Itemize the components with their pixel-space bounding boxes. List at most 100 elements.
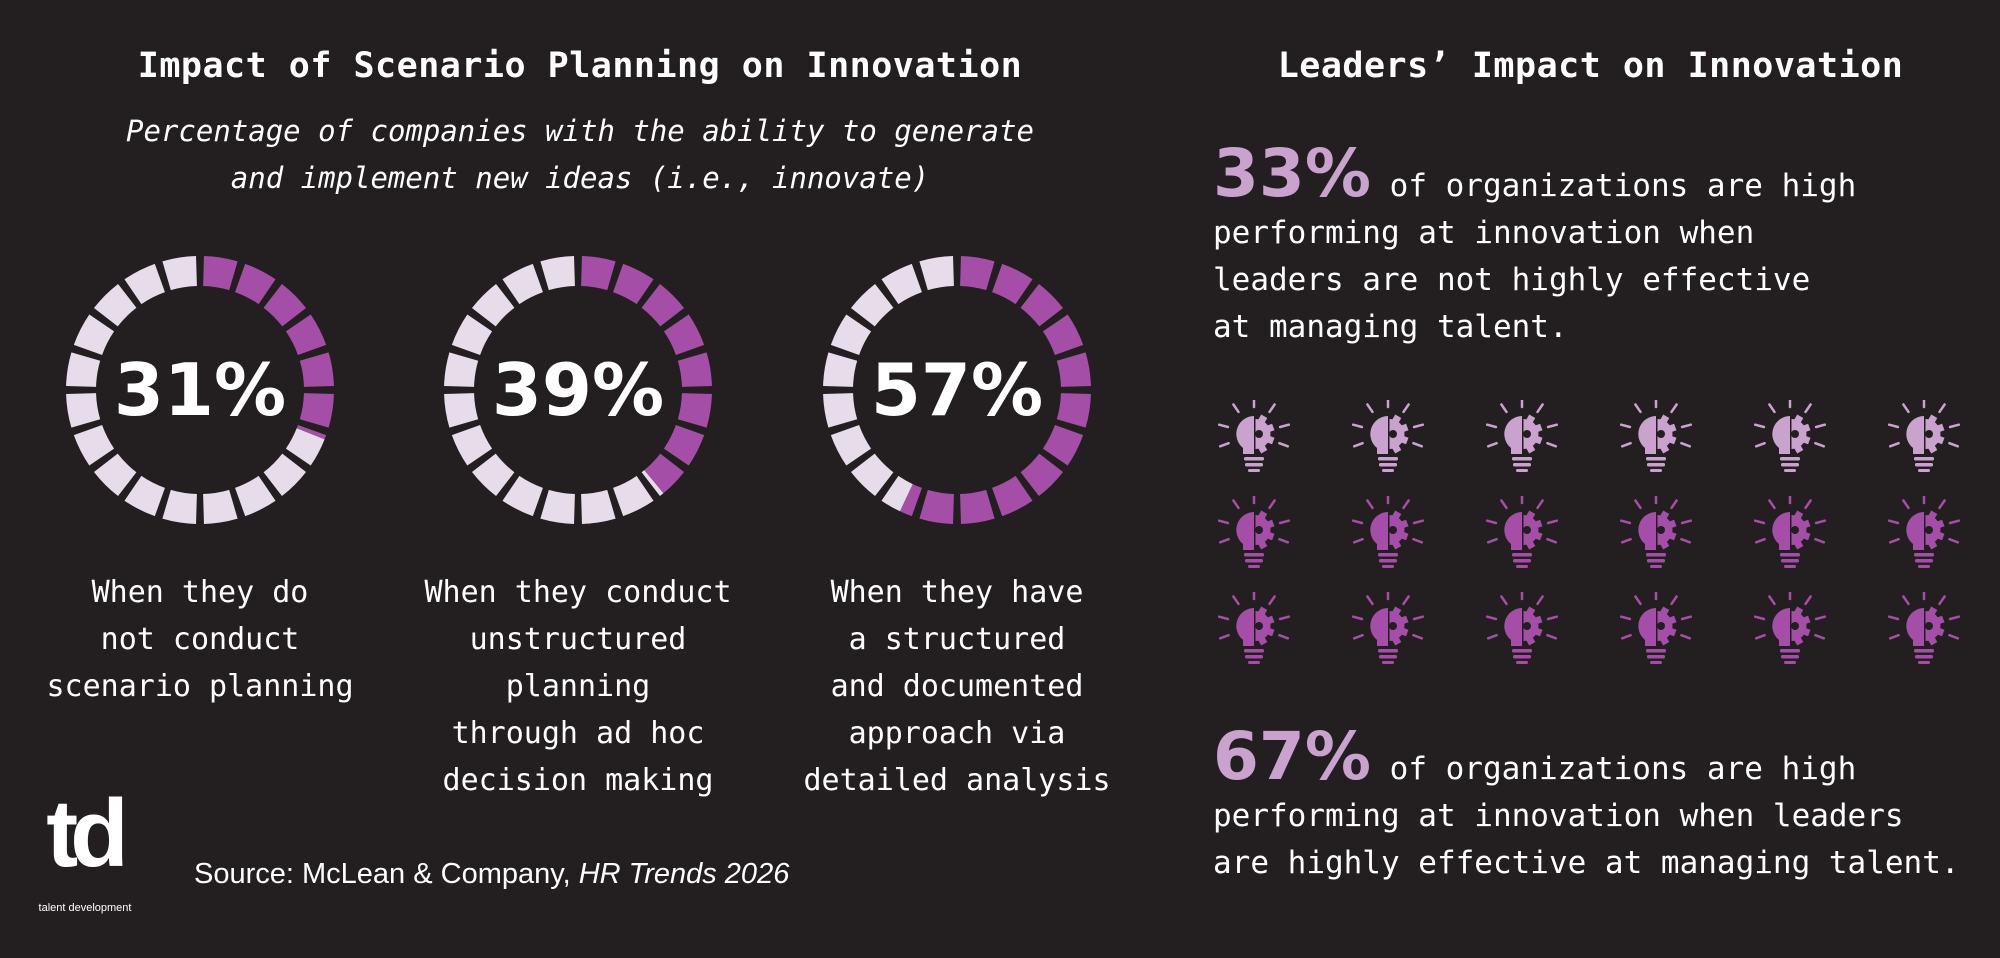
lightbulb-gear-icon [1214,492,1294,576]
gauge-empty-segment [881,475,913,512]
gauge-filled-segment [919,489,955,524]
gauge-no-planning: 31% [50,240,350,540]
lightbulb-gear-icon [1750,588,1830,672]
gauge-empty-segment [162,489,198,524]
caption-line: through ad hoc [451,716,705,751]
gauge-value-label: 57% [870,348,1044,432]
lightbulb-gear-icon [1348,588,1428,672]
lightbulb-gear-icon [1884,492,1964,576]
source-prefix: Source: McLean & Company, [194,858,579,890]
gauge-empty-segment [823,392,858,428]
gauge-empty-segment [540,489,576,524]
gauge-structured-planning: 57% [807,240,1107,540]
gauge-unstructured-planning: 39% [428,240,728,540]
lightbulb-gear-icon [1214,588,1294,672]
gauge-filled-segment [663,424,705,466]
stat-top-line: at managing talent. [1213,309,1568,345]
gauge-empty-segment [471,453,515,497]
stat-bottom-percent: 67% [1213,718,1371,795]
gauge-empty-segment [93,283,137,327]
gauge-empty-segment [93,453,137,497]
gauge-filled-segment [1042,314,1084,356]
logo-tagline: talent development [38,902,132,914]
gauge-filled-segment [643,453,685,494]
left-subtitle: Percentage of companies with the ability… [30,108,1130,202]
stat-bottom: 67% of organizations are high performing… [1213,724,1993,887]
caption-line: scenario planning [46,669,354,704]
caption-unstructured-planning: When they conduct unstructured planning … [408,569,748,804]
td-logo: td talent development [26,784,141,915]
gauge-empty-segment [830,314,872,356]
caption-structured-planning: When they have a structured and document… [787,569,1127,804]
subtitle-line-1: Percentage of companies with the ability… [126,114,1034,148]
gauge-filled-segment [296,425,327,440]
gauge-filled-segment [299,392,334,428]
gauge-filled-segment [663,314,705,356]
stat-bottom-line: performing at innovation when leaders [1213,798,1904,834]
gauge-empty-segment [73,314,115,356]
stat-bottom-first-line: 67% of organizations are high [1213,724,1993,793]
stat-bottom-line: are highly effective at managing talent. [1213,845,1960,881]
lightbulb-gear-icon [1482,492,1562,576]
gauge-empty-segment [73,424,115,466]
gauge-empty-segment [881,263,923,305]
gauge-filled-segment [612,263,654,305]
gauge-filled-segment [299,352,334,388]
gauge-filled-segment [991,475,1033,517]
gauge-filled-segment [580,256,616,291]
gauge-empty-segment [451,424,493,466]
caption-line: and documented [830,669,1084,704]
caption-no-planning: When they do not conduct scenario planni… [30,569,370,710]
lightbulb-gear-icon [1482,396,1562,480]
gauge-filled-segment [234,263,276,305]
lightbulb-gear-icon [1348,492,1428,576]
caption-line: a structured [848,622,1066,657]
gauge-empty-segment [580,489,616,524]
gauge-empty-segment [263,453,307,497]
gauge-empty-segment [850,453,894,497]
lightbulb-gear-icon [1884,396,1964,480]
gauge-filled-segment [1056,392,1091,428]
stat-top-line: performing at innovation when [1213,215,1755,251]
logo-wordmark: td [46,780,129,887]
source-publication: HR Trends 2026 [578,858,790,890]
gauge-empty-segment [444,392,479,428]
gauge-empty-segment [234,475,276,517]
gauge-empty-segment [202,489,238,524]
lightbulb-gear-icon [1616,492,1696,576]
gauge-empty-segment [451,314,493,356]
gauge-empty-segment [444,352,479,388]
gauge-empty-segment [850,283,894,327]
caption-line: detailed analysis [803,763,1111,798]
lightbulb-gear-icon [1348,396,1428,480]
gauge-empty-segment [124,475,166,517]
stat-top-first-line: 33% of organizations are high [1213,141,1993,210]
caption-line: When they do [91,575,309,610]
gauge-empty-segment [502,263,544,305]
gauge-filled-segment [991,263,1033,305]
gauge-empty-segment [830,424,872,466]
subtitle-line-2: and implement new ideas (i.e., innovate) [230,161,930,195]
gauge-empty-segment [162,256,198,291]
caption-line: When they have [830,575,1084,610]
gauge-filled-segment [959,256,995,291]
gauge-value-label: 31% [113,348,287,432]
gauge-filled-segment [1020,283,1064,327]
gauge-empty-segment [641,470,664,497]
lightbulb-gear-icon [1616,588,1696,672]
caption-line: planning [505,669,651,704]
gauge-empty-segment [66,392,101,428]
lightbulb-gear-icon [1616,396,1696,480]
right-title: Leaders’ Impact on Innovation [1277,46,1904,86]
lightbulb-gear-icon [1482,588,1562,672]
gauge-empty-segment [540,256,576,291]
gauge-ring [823,256,1091,524]
stat-top-percent: 33% [1213,135,1371,212]
lightbulb-gear-icon [1884,588,1964,672]
caption-line: unstructured [469,622,687,657]
gauge-filled-segment [1056,352,1091,388]
gauge-empty-segment [285,427,325,466]
stat-bottom-line: of organizations are high [1389,751,1857,787]
gauge-empty-segment [612,475,654,517]
gauge-empty-segment [124,263,166,305]
